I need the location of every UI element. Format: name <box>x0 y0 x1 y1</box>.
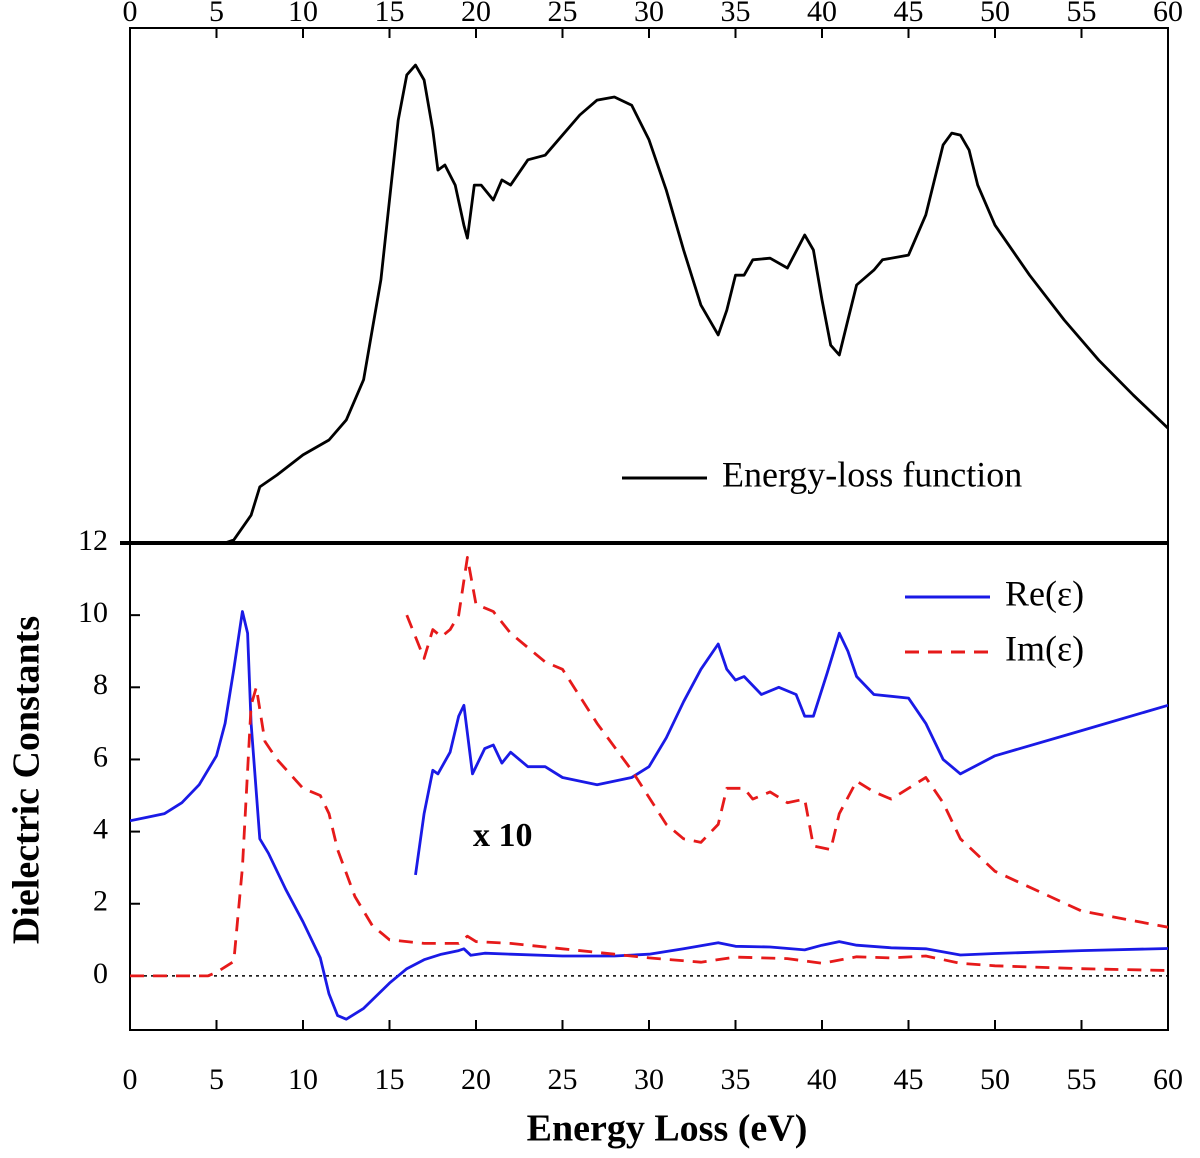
x-tick-label: 20 <box>461 1063 491 1096</box>
y-tick-label: 12 <box>78 524 108 557</box>
x-tick-label: 0 <box>123 0 138 28</box>
x-tick-label: 10 <box>288 1063 318 1096</box>
x-tick-label: 60 <box>1153 0 1183 28</box>
y-tick-label: 8 <box>93 668 108 701</box>
x-tick-label: 15 <box>375 0 405 28</box>
x-tick-label: 5 <box>209 1063 224 1096</box>
x-tick-label: 55 <box>1067 0 1097 28</box>
x-tick-label: 15 <box>375 1063 405 1096</box>
x-tick-label: 30 <box>634 1063 664 1096</box>
x-tick-label: 35 <box>721 0 751 28</box>
data-line <box>405 556 1168 929</box>
y-tick-label: 6 <box>93 740 108 773</box>
x-tick-label: 55 <box>1067 1063 1097 1096</box>
x-tick-label: 25 <box>548 1063 578 1096</box>
x-tick-label: 5 <box>209 0 224 28</box>
x-tick-label: 30 <box>634 0 664 28</box>
y-tick-label: 4 <box>93 812 108 845</box>
x-tick-label: 50 <box>980 1063 1010 1096</box>
x-tick-label: 50 <box>980 0 1010 28</box>
y-tick-label: 2 <box>93 885 108 918</box>
x-tick-label: 45 <box>894 0 924 28</box>
y-axis-label: Dielectric Constants <box>6 616 48 944</box>
x-tick-label: 25 <box>548 0 578 28</box>
data-line <box>224 63 1168 543</box>
data-line <box>130 610 1168 1021</box>
legend-label: Energy-loss function <box>722 454 1022 494</box>
plot-area <box>130 556 1168 1021</box>
legend-label: Im(ε) <box>1005 628 1084 668</box>
legend-label: Re(ε) <box>1005 573 1084 613</box>
x-tick-label: 60 <box>1153 1063 1183 1096</box>
y-tick-label: 0 <box>93 957 108 990</box>
x-tick-label: 40 <box>807 0 837 28</box>
x-tick-label: 20 <box>461 0 491 28</box>
x-tick-label: 35 <box>721 1063 751 1096</box>
annotation: x 10 <box>473 817 533 854</box>
x-tick-label: 10 <box>288 0 318 28</box>
x-tick-label: 40 <box>807 1063 837 1096</box>
y-tick-label: 10 <box>78 596 108 629</box>
data-line <box>414 631 1168 876</box>
x-tick-label: 45 <box>894 1063 924 1096</box>
x-axis-label: Energy Loss (eV) <box>527 1108 808 1150</box>
data-line <box>130 685 1168 978</box>
x-tick-label: 0 <box>123 1063 138 1096</box>
plot-area <box>224 63 1168 543</box>
